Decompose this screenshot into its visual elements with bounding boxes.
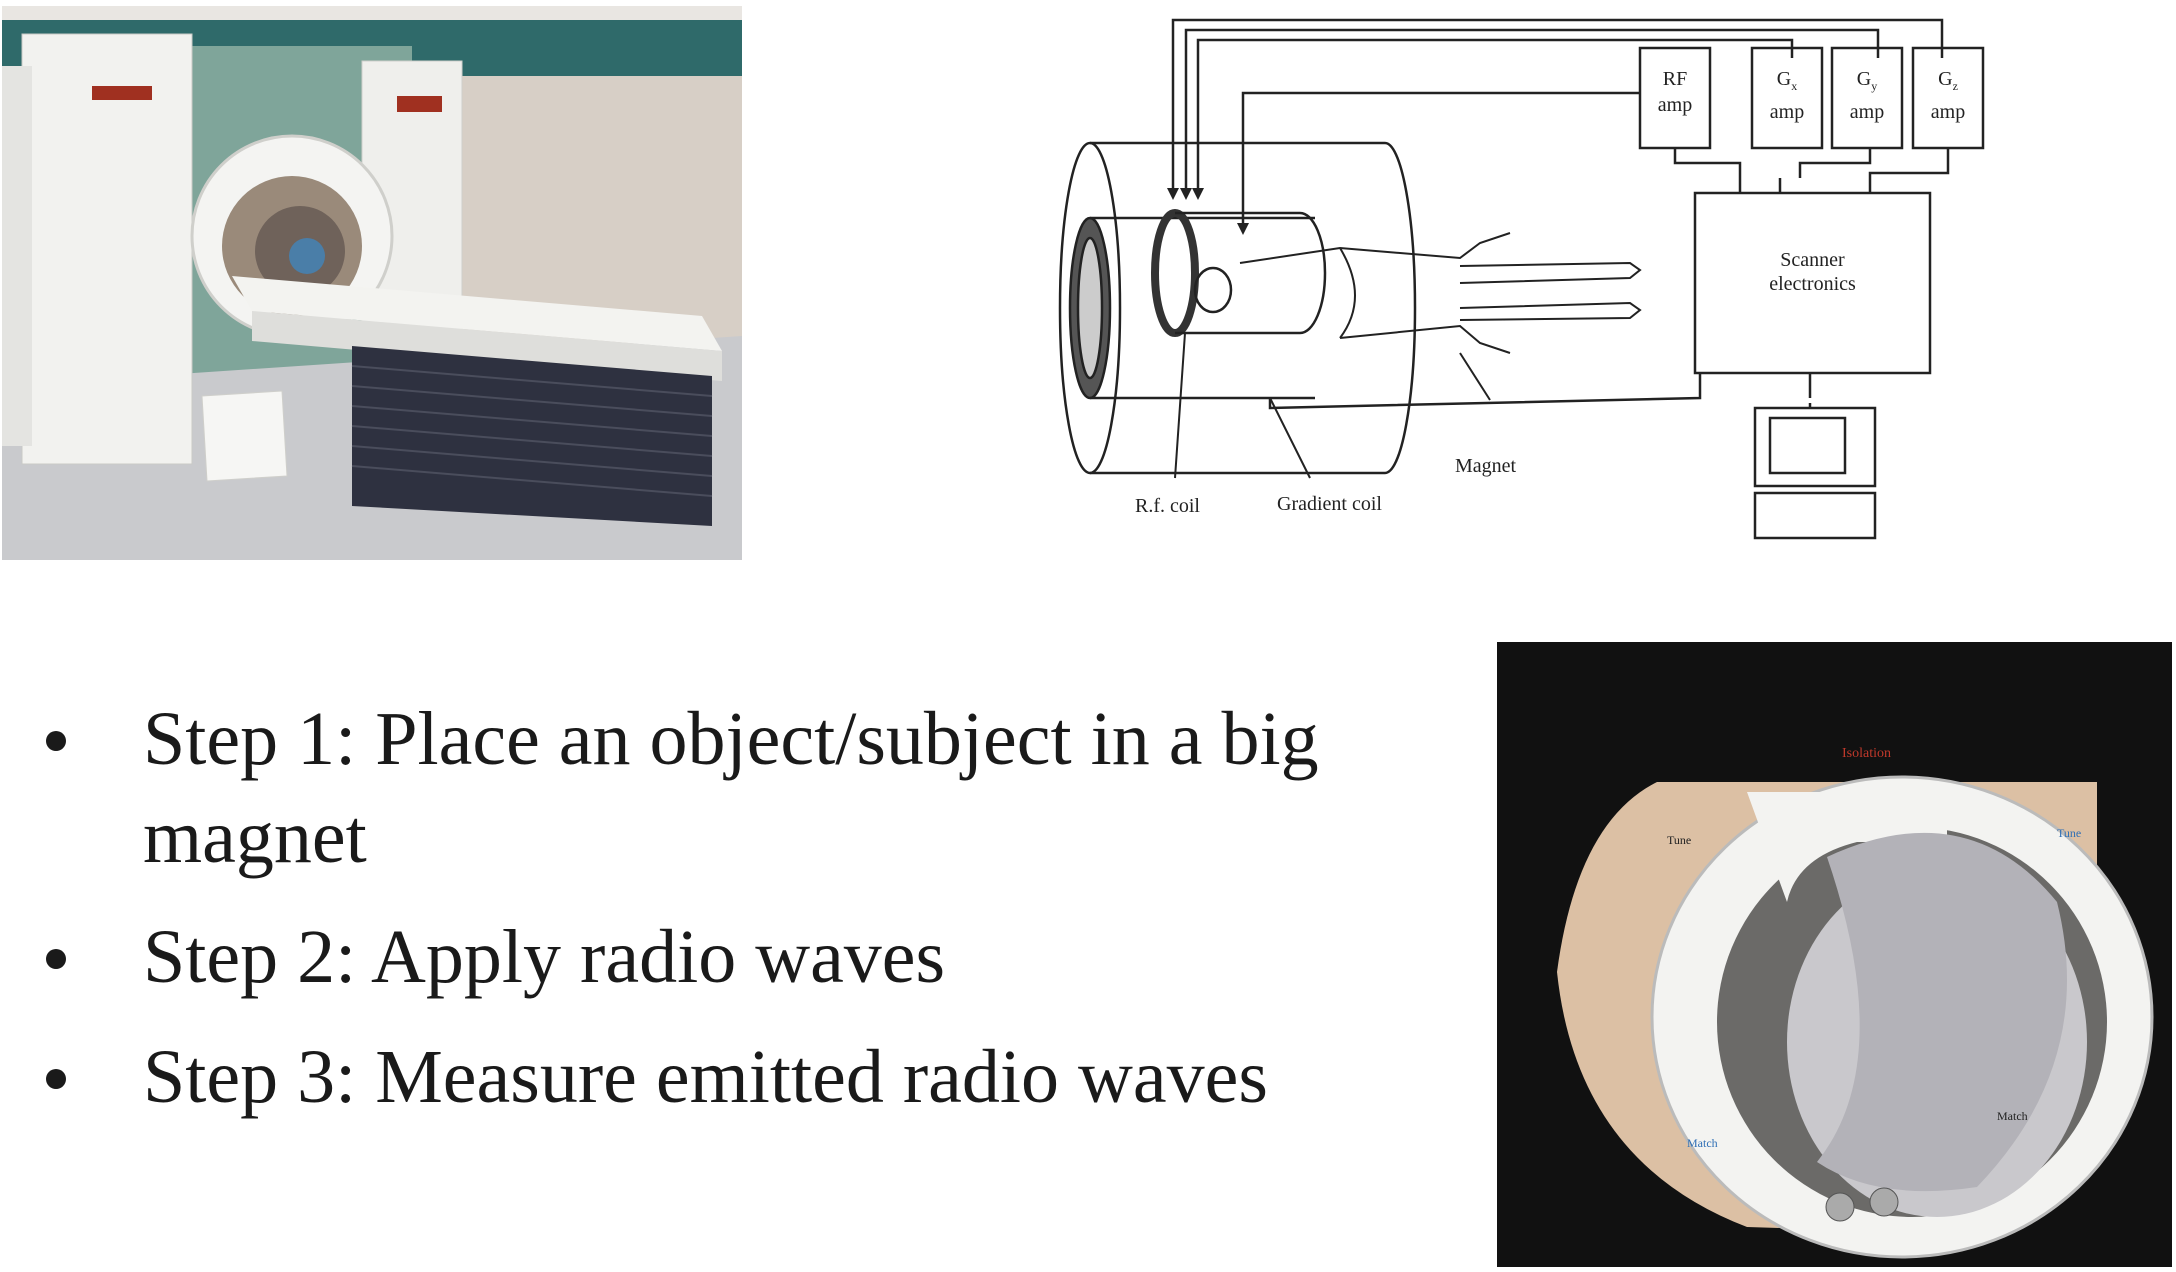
mri-block-diagram	[1058, 18, 1985, 540]
tune-label-left: Tune	[1667, 833, 1691, 847]
list-item: Step 2: Apply radio waves	[0, 908, 1460, 1006]
mri-scanner-photo	[2, 6, 742, 560]
rf-coil-photo: Isolation Tune Tune Match Match	[1497, 642, 2172, 1267]
magnet-cylinder	[1058, 141, 1417, 475]
step-list: Step 1: Place an object/subject in a big…	[0, 690, 1460, 1148]
bullet-icon	[46, 731, 66, 751]
list-item: Step 3: Measure emitted radio waves	[0, 1028, 1460, 1126]
bullet-icon	[46, 1069, 66, 1089]
isolation-label: Isolation	[1842, 746, 1891, 761]
tune-label-right: Tune	[2057, 826, 2081, 840]
bullet-icon	[46, 949, 66, 969]
match-label-left: Match	[1687, 1136, 1718, 1150]
list-item: Step 1: Place an object/subject in a big…	[0, 690, 1460, 886]
match-label-right: Match	[1997, 1109, 2028, 1123]
